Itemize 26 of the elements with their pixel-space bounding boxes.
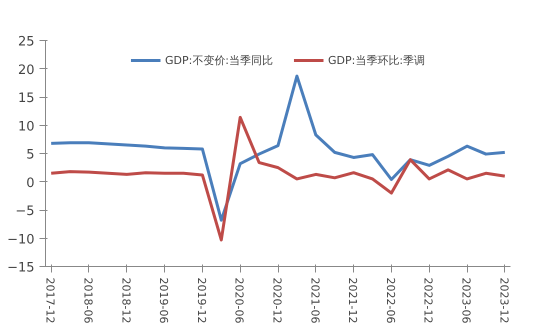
- x-tick-label: 2022-12: [422, 278, 435, 324]
- x-tick-label: 2017-12: [44, 278, 57, 324]
- x-tick-label: 2023-06: [460, 278, 473, 324]
- y-tick-label: −5: [15, 204, 35, 219]
- x-tick-label: 2019-12: [194, 278, 208, 324]
- y-tick-label: 10: [18, 119, 35, 134]
- x-tick-label: 2021-12: [346, 278, 360, 324]
- y-tick-label: 20: [18, 62, 35, 78]
- y-tick-label: 5: [26, 148, 35, 162]
- x-tick-label: 2020-06: [232, 278, 246, 324]
- y-tick-label: 0: [26, 176, 35, 191]
- y-tick-label: −15: [7, 260, 35, 276]
- x-tick-label: 2018-06: [81, 278, 94, 324]
- legend-label: GDP:当季环比:季调: [328, 52, 426, 68]
- x-tick-label: 2018-12: [119, 278, 132, 324]
- legend-label: GDP:不变价:当季同比: [164, 52, 273, 68]
- y-tick-label: 15: [18, 91, 35, 106]
- x-tick-label: 2022-06: [384, 278, 397, 324]
- y-tick-label: −10: [7, 232, 35, 248]
- x-tick-label: 2020-12: [270, 278, 284, 324]
- y-tick-label: 25: [18, 34, 35, 50]
- x-tick-label: 2019-06: [157, 278, 170, 324]
- line-series: [50, 116, 506, 242]
- x-tick-label: 2021-06: [308, 278, 322, 324]
- line-series: [50, 74, 506, 222]
- x-tick-label: 2023-12: [497, 278, 510, 324]
